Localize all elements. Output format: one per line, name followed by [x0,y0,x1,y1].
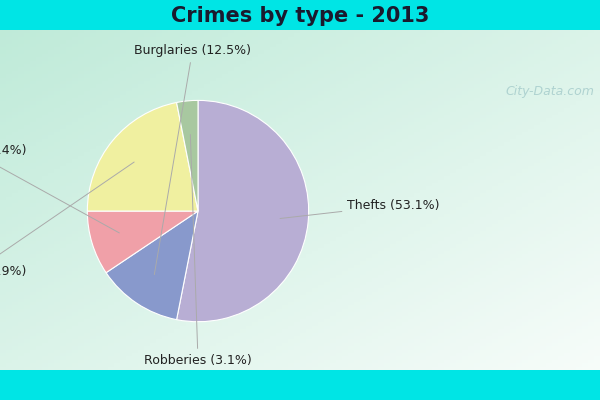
Text: Thefts (53.1%): Thefts (53.1%) [280,199,440,218]
Text: Auto thefts (9.4%): Auto thefts (9.4%) [0,144,119,233]
Text: Robberies (3.1%): Robberies (3.1%) [144,134,252,367]
Wedge shape [176,100,308,322]
Text: Crimes by type - 2013: Crimes by type - 2013 [171,6,429,26]
Wedge shape [88,102,198,211]
Wedge shape [88,211,198,273]
Wedge shape [106,211,198,320]
Text: Burglaries (12.5%): Burglaries (12.5%) [134,44,251,275]
Text: Assaults (21.9%): Assaults (21.9%) [0,162,134,278]
Wedge shape [176,100,198,211]
Text: City-Data.com: City-Data.com [505,84,594,98]
